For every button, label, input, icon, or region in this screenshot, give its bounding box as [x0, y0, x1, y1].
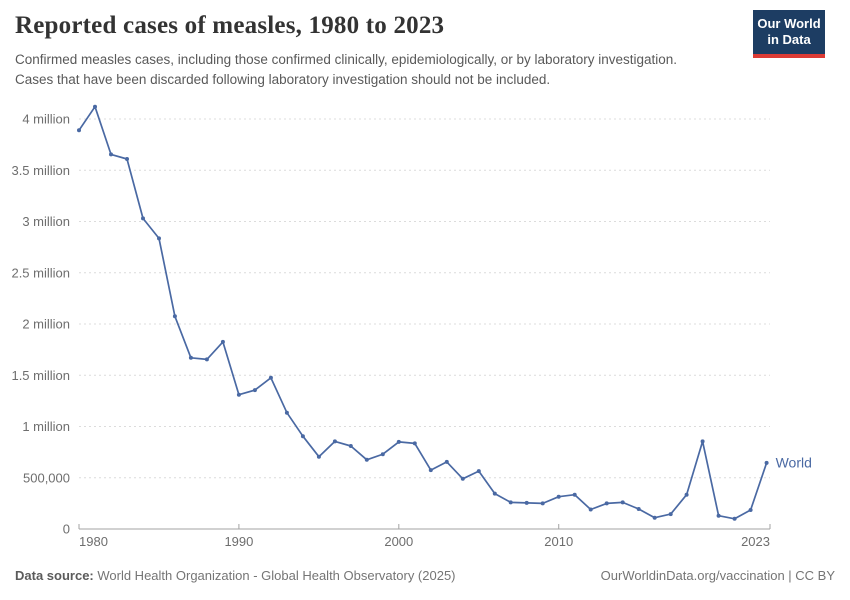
data-point[interactable]	[77, 128, 81, 133]
data-point[interactable]	[204, 357, 209, 362]
data-point[interactable]	[508, 500, 513, 505]
data-point[interactable]	[380, 452, 385, 457]
data-point[interactable]	[668, 512, 673, 517]
data-point[interactable]	[524, 500, 529, 505]
y-axis-tick-label: 1 million	[22, 419, 70, 434]
y-axis-tick-label: 0	[63, 522, 70, 537]
x-axis-tick-label: 2000	[384, 534, 413, 549]
owid-logo[interactable]: Our World in Data	[753, 10, 825, 58]
data-point[interactable]	[748, 508, 753, 512]
data-point[interactable]	[444, 459, 449, 464]
data-point[interactable]	[572, 492, 577, 497]
y-axis-tick-label: 3 million	[22, 214, 70, 229]
x-axis-tick-label: 1980	[79, 534, 108, 549]
data-point[interactable]	[604, 501, 609, 506]
data-point[interactable]	[172, 314, 177, 319]
data-point[interactable]	[93, 104, 97, 109]
x-axis-tick-label: 2010	[544, 534, 573, 549]
line-series-world[interactable]	[78, 105, 768, 520]
owid-attribution-link[interactable]: OurWorldinData.org/vaccination | CC BY	[600, 568, 835, 583]
owid-logo-text-line1: Our World	[757, 16, 821, 31]
data-point[interactable]	[268, 375, 273, 380]
chart-footer: Data source: World Health Organization -…	[15, 568, 835, 583]
data-point[interactable]	[157, 236, 161, 241]
chart-subtitle-line1: Confirmed measles cases, including those…	[15, 52, 678, 67]
data-source-label: Data source:	[15, 568, 94, 583]
data-point[interactable]	[348, 444, 353, 448]
chart-subtitle: Confirmed measles cases, including those…	[15, 50, 775, 89]
data-point[interactable]	[492, 491, 497, 496]
y-axis-tick-label: 4 million	[22, 112, 70, 127]
y-axis-tick-label: 2 million	[22, 317, 70, 332]
data-point[interactable]	[364, 457, 369, 462]
data-point[interactable]	[620, 500, 625, 505]
data-point[interactable]	[188, 355, 193, 360]
line-chart-svg[interactable]: 0 500,000 1 million 1.5 million 2 million 2.5…	[0, 95, 850, 560]
data-point[interactable]	[300, 434, 305, 439]
data-point[interactable]	[332, 439, 337, 444]
data-point[interactable]	[252, 388, 257, 393]
data-point[interactable]	[412, 441, 417, 446]
data-point[interactable]	[141, 216, 145, 221]
data-point[interactable]	[652, 515, 657, 520]
series-end-label-world[interactable]: World	[776, 454, 812, 470]
line-chart[interactable]: 0 500,000 1 million 1.5 million 2 million 2.5…	[0, 95, 850, 560]
data-point[interactable]	[732, 516, 737, 521]
data-point[interactable]	[556, 494, 561, 499]
y-axis-tick-label: 500,000	[23, 470, 70, 485]
data-point[interactable]	[684, 492, 689, 497]
data-point[interactable]	[476, 469, 481, 474]
data-point[interactable]	[588, 507, 593, 512]
data-point[interactable]	[109, 152, 113, 157]
data-point[interactable]	[716, 513, 721, 518]
x-axis-tick-label: 2023	[741, 534, 770, 549]
data-source-note: Data source: World Health Organization -…	[15, 568, 456, 583]
data-point[interactable]	[220, 339, 225, 344]
page-title: Reported cases of measles, 1980 to 2023	[15, 12, 445, 39]
chart-subtitle-line2: Cases that have been discarded following…	[15, 71, 551, 87]
data-point[interactable]	[125, 157, 129, 161]
data-point[interactable]	[236, 392, 241, 397]
y-axis-tick-label: 1.5 million	[11, 368, 70, 383]
owid-logo-text-line2: in Data	[767, 32, 811, 48]
data-point[interactable]	[316, 454, 321, 459]
data-point[interactable]	[636, 507, 641, 511]
data-point[interactable]	[460, 476, 465, 481]
data-point[interactable]	[428, 468, 433, 473]
x-axis-tick-label: 1990	[224, 534, 253, 549]
data-source-value: World Health Organization - Global Healt…	[93, 568, 456, 583]
chart-header: Reported cases of measles, 1980 to 2023 …	[15, 10, 835, 89]
data-point[interactable]	[764, 460, 769, 465]
y-axis-tick-label: 3.5 million	[11, 163, 70, 178]
y-axis-tick-label: 2.5 million	[11, 265, 70, 280]
data-point[interactable]	[284, 410, 289, 415]
data-point[interactable]	[396, 439, 401, 444]
data-point[interactable]	[540, 501, 545, 506]
data-point[interactable]	[700, 439, 705, 444]
